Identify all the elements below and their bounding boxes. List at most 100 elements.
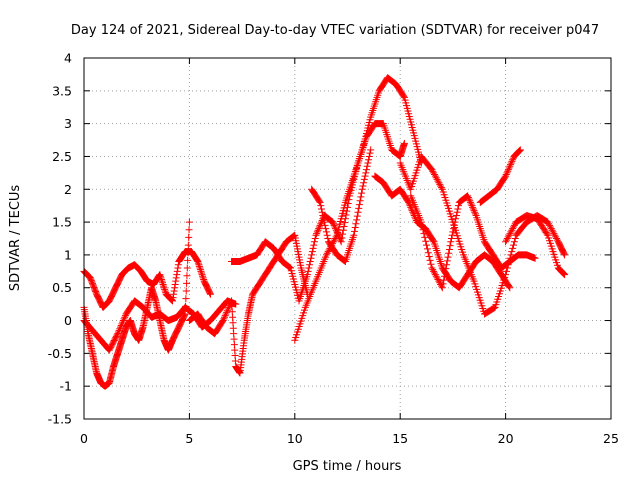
data-point xyxy=(362,169,370,177)
data-point xyxy=(160,284,168,292)
data-point xyxy=(182,295,190,303)
data-point xyxy=(560,250,568,258)
data-point xyxy=(184,249,192,257)
data-point xyxy=(331,235,339,242)
data-point xyxy=(442,265,450,273)
y-tick-label: 4 xyxy=(64,51,72,66)
data-point xyxy=(322,225,330,233)
data-point xyxy=(430,267,438,275)
data-point xyxy=(171,284,179,292)
data-point xyxy=(222,310,230,318)
data-point xyxy=(338,234,346,242)
data-points xyxy=(80,74,569,390)
data-point xyxy=(438,284,446,292)
data-point xyxy=(432,174,440,182)
data-point xyxy=(170,287,178,295)
data-point xyxy=(329,220,337,228)
data-point xyxy=(516,146,524,154)
data-point xyxy=(353,212,361,220)
data-point xyxy=(508,157,516,165)
data-point xyxy=(544,218,552,226)
data-point xyxy=(433,175,441,183)
data-point xyxy=(195,261,203,269)
data-point xyxy=(351,224,359,232)
data-point xyxy=(490,304,498,312)
data-point xyxy=(115,326,123,334)
data-point xyxy=(426,256,434,264)
data-point xyxy=(431,172,439,180)
data-point xyxy=(400,139,408,147)
data-point xyxy=(430,171,438,179)
data-point xyxy=(156,271,164,279)
data-point xyxy=(502,271,510,279)
data-point xyxy=(119,318,127,326)
data-point xyxy=(511,235,519,242)
data-point xyxy=(467,200,475,208)
y-tick-label: 3 xyxy=(64,116,72,131)
data-point xyxy=(411,213,419,221)
data-point xyxy=(464,193,472,201)
data-point xyxy=(118,320,126,328)
data-point xyxy=(515,147,523,155)
data-point xyxy=(429,167,437,175)
x-tick-label: 20 xyxy=(498,431,514,446)
data-point xyxy=(114,330,122,338)
data-point xyxy=(510,241,518,249)
data-point xyxy=(417,218,425,226)
data-point xyxy=(503,169,511,177)
data-point xyxy=(408,207,416,215)
data-point xyxy=(505,231,513,239)
data-point xyxy=(545,220,553,228)
series-sat-l xyxy=(502,212,569,279)
data-point xyxy=(506,284,514,292)
data-point xyxy=(360,179,368,187)
data-point xyxy=(309,244,317,252)
data-point xyxy=(409,208,417,216)
data-point xyxy=(225,303,233,311)
data-point xyxy=(303,271,311,279)
data-point xyxy=(223,308,231,316)
data-point xyxy=(161,285,169,293)
data-point xyxy=(321,221,329,229)
data-point xyxy=(320,215,328,223)
data-point xyxy=(341,219,349,227)
x-tick-label: 15 xyxy=(392,431,408,446)
data-point xyxy=(314,226,322,234)
data-point xyxy=(116,325,124,333)
data-point xyxy=(507,161,515,169)
data-point xyxy=(449,228,457,236)
data-point xyxy=(400,92,408,100)
y-tick-label: 0 xyxy=(64,313,72,328)
y-tick-label: 3.5 xyxy=(52,83,72,98)
data-point xyxy=(423,241,431,249)
data-point xyxy=(322,251,330,259)
data-point xyxy=(444,253,452,261)
data-point xyxy=(304,267,312,275)
data-point xyxy=(323,231,331,239)
data-point xyxy=(310,238,318,246)
data-point xyxy=(313,230,321,238)
data-point xyxy=(436,279,444,287)
data-point xyxy=(505,283,513,291)
data-point xyxy=(450,225,458,233)
data-point xyxy=(307,254,315,262)
data-point xyxy=(469,203,477,211)
data-point xyxy=(489,305,497,313)
data-point xyxy=(427,260,435,268)
data-point xyxy=(362,166,370,174)
data-point xyxy=(547,225,555,233)
data-point xyxy=(174,261,182,269)
data-point xyxy=(429,237,437,245)
data-point xyxy=(315,223,323,231)
data-point xyxy=(357,193,365,201)
data-point xyxy=(114,328,122,336)
data-point xyxy=(121,313,129,321)
data-point xyxy=(318,205,326,213)
data-point xyxy=(422,237,430,245)
data-point xyxy=(506,230,514,238)
data-point xyxy=(350,231,358,239)
data-point xyxy=(446,242,454,250)
y-tick-label: 0.5 xyxy=(52,280,72,295)
data-point xyxy=(171,280,179,288)
